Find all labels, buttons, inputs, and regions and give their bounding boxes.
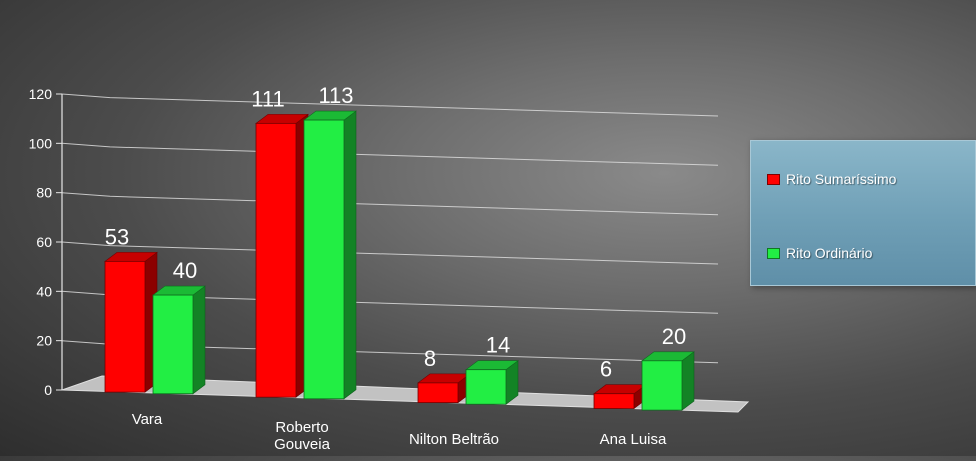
bar-s2-c1 bbox=[152, 294, 194, 395]
category-label-4: Ana Luisa bbox=[600, 431, 667, 448]
data-label-s2-c3: 14 bbox=[486, 333, 510, 358]
y-tick-label-4: 80 bbox=[36, 185, 52, 201]
legend-swatch-series-2 bbox=[767, 247, 780, 259]
bar-s1-c2 bbox=[255, 122, 297, 398]
data-label-s2-c2: 113 bbox=[318, 83, 353, 108]
y-tick-label-0: 0 bbox=[44, 382, 52, 398]
legend-item-series-2: Rito Ordinário bbox=[767, 245, 872, 261]
gridline-4 bbox=[61, 192, 719, 216]
legend-label-series-1: Rito Sumaríssimo bbox=[786, 171, 897, 187]
gridline-6 bbox=[61, 93, 719, 117]
legend-swatch-series-1 bbox=[767, 173, 780, 185]
gridline-5 bbox=[61, 142, 719, 166]
bar-s2-c3 bbox=[465, 369, 507, 405]
y-tick-label-2: 40 bbox=[36, 283, 52, 299]
bar-side-s2-c1 bbox=[192, 285, 206, 395]
data-label-s1-c1: 53 bbox=[105, 224, 129, 249]
y-tick-label-3: 60 bbox=[36, 234, 52, 250]
data-label-s1-c3: 8 bbox=[424, 346, 436, 371]
data-label-s1-c2: 111 bbox=[251, 86, 284, 111]
y-tick-label-1: 20 bbox=[36, 333, 52, 349]
bar-s2-c4 bbox=[641, 360, 683, 411]
bar-s1-c3 bbox=[417, 382, 459, 404]
y-tick-label-6: 120 bbox=[29, 86, 53, 102]
legend: Rito Sumaríssimo Rito Ordinário bbox=[750, 140, 976, 286]
bar-side-s2-c4 bbox=[681, 351, 695, 411]
bar-s2-c2 bbox=[303, 119, 345, 400]
bar-side-s2-c2 bbox=[343, 110, 357, 400]
data-label-s1-c4: 6 bbox=[600, 357, 612, 382]
data-label-s2-c1: 40 bbox=[173, 258, 197, 283]
category-label-2: Roberto Gouveia bbox=[274, 419, 331, 453]
bar-s1-c1 bbox=[104, 260, 146, 393]
category-label-3: Nilton Beltrão bbox=[409, 431, 499, 448]
category-label-1: Vara bbox=[132, 411, 163, 428]
y-tick-label-5: 100 bbox=[29, 135, 53, 151]
legend-item-series-1: Rito Sumaríssimo bbox=[767, 171, 896, 187]
gridline-3 bbox=[61, 241, 719, 265]
bar-s1-c4 bbox=[593, 393, 635, 409]
legend-label-series-2: Rito Ordinário bbox=[786, 245, 873, 261]
chart-floor bbox=[61, 375, 750, 413]
data-label-s2-c4: 20 bbox=[662, 324, 686, 349]
